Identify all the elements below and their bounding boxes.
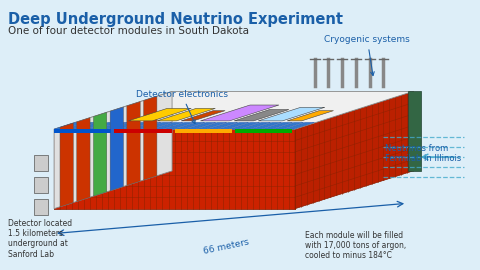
Polygon shape <box>218 122 249 129</box>
Polygon shape <box>54 129 111 133</box>
Text: Detector electronics: Detector electronics <box>136 90 228 124</box>
Polygon shape <box>109 122 139 129</box>
Polygon shape <box>76 122 107 129</box>
Polygon shape <box>240 122 271 129</box>
Polygon shape <box>185 122 216 129</box>
Polygon shape <box>175 129 232 133</box>
Polygon shape <box>87 122 118 129</box>
Polygon shape <box>144 96 157 180</box>
Polygon shape <box>201 105 279 121</box>
Polygon shape <box>77 118 90 201</box>
Polygon shape <box>142 122 172 129</box>
Polygon shape <box>262 122 293 129</box>
Polygon shape <box>175 122 205 129</box>
Polygon shape <box>98 122 129 129</box>
Polygon shape <box>196 122 227 129</box>
Polygon shape <box>54 129 295 209</box>
Polygon shape <box>54 92 413 129</box>
Polygon shape <box>120 122 150 129</box>
Text: Neutrinos from
Fermilab in Illinois: Neutrinos from Fermilab in Illinois <box>385 144 462 164</box>
Polygon shape <box>127 102 140 185</box>
Polygon shape <box>54 92 172 209</box>
Polygon shape <box>164 122 194 129</box>
Polygon shape <box>295 92 413 209</box>
Polygon shape <box>114 129 171 133</box>
Polygon shape <box>131 122 161 129</box>
Polygon shape <box>284 122 314 129</box>
Polygon shape <box>251 122 282 129</box>
Polygon shape <box>273 122 304 129</box>
Text: Detector located
1.5 kilometers
underground at
Sanford Lab: Detector located 1.5 kilometers undergro… <box>8 219 72 259</box>
Text: Deep Underground Neutrino Experiment: Deep Underground Neutrino Experiment <box>8 12 343 27</box>
Bar <box>35 177 48 193</box>
Polygon shape <box>94 112 107 196</box>
Bar <box>35 199 48 215</box>
Polygon shape <box>181 111 225 121</box>
Polygon shape <box>157 109 216 121</box>
Text: Cryogenic systems: Cryogenic systems <box>324 35 410 76</box>
Text: One of four detector modules in South Dakota: One of four detector modules in South Da… <box>8 26 249 36</box>
Polygon shape <box>408 92 421 171</box>
Polygon shape <box>60 123 73 207</box>
Polygon shape <box>153 122 183 129</box>
Polygon shape <box>229 122 260 129</box>
Polygon shape <box>258 107 325 121</box>
Polygon shape <box>234 110 289 121</box>
Polygon shape <box>54 122 84 129</box>
Text: Each module will be filled
with 17,000 tons of argon,
cooled to minus 184°C: Each module will be filled with 17,000 t… <box>305 231 406 260</box>
Polygon shape <box>110 107 123 191</box>
Text: 66 meters: 66 meters <box>203 237 250 256</box>
Polygon shape <box>128 109 191 121</box>
Polygon shape <box>287 111 334 121</box>
Polygon shape <box>207 122 238 129</box>
Polygon shape <box>65 122 96 129</box>
Bar <box>35 155 48 171</box>
Polygon shape <box>235 129 292 133</box>
